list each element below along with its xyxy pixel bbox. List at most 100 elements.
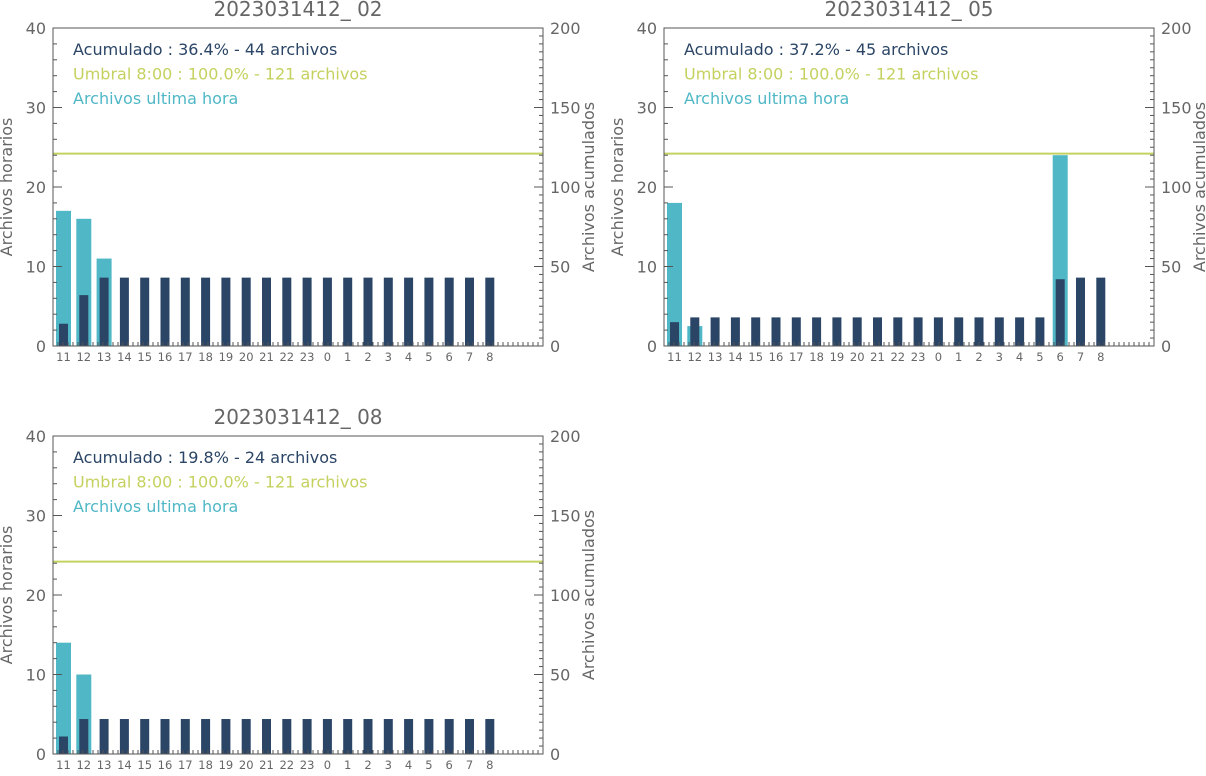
x-tick-label: 12 <box>76 350 91 364</box>
x-tick-label: 18 <box>198 758 213 771</box>
accumulated-bar <box>913 317 923 346</box>
accumulated-bar <box>363 719 373 754</box>
accumulated-bar <box>221 277 231 346</box>
x-tick-label: 5 <box>425 350 432 364</box>
accumulated-bar <box>79 295 89 346</box>
x-tick-label: 13 <box>97 758 112 771</box>
left-tick-label: 30 <box>26 507 46 526</box>
x-tick-label: 20 <box>239 758 254 771</box>
accumulated-bar <box>1035 317 1045 346</box>
right-axis-title: Archivos acumulados <box>579 102 598 272</box>
accumulated-bar <box>302 719 312 754</box>
x-tick-label: 13 <box>708 350 723 364</box>
x-tick-label: 6 <box>1057 350 1064 364</box>
left-axis-title: Archivos horarios <box>608 118 627 257</box>
accumulated-bar <box>485 719 495 754</box>
accumulated-bar <box>99 277 109 346</box>
left-tick-label: 40 <box>26 427 46 446</box>
x-tick-label: 23 <box>911 350 926 364</box>
right-tick-label: 200 <box>1161 19 1192 38</box>
accumulated-bar <box>1076 277 1085 346</box>
accumulated-bar <box>974 317 984 346</box>
chart-title: 2023031412_ 02 <box>213 0 382 21</box>
x-tick-label: 2 <box>364 758 371 771</box>
x-tick-label: 22 <box>890 350 905 364</box>
accumulated-bar <box>343 277 353 346</box>
accumulated-bar <box>160 719 170 754</box>
x-tick-label: 20 <box>239 350 254 364</box>
left-tick-label: 20 <box>26 178 46 197</box>
right-tick-label: 100 <box>550 178 581 197</box>
x-tick-label: 3 <box>385 350 392 364</box>
right-tick-label: 50 <box>550 258 570 277</box>
right-tick-label: 100 <box>550 586 581 605</box>
x-tick-label: 8 <box>486 350 493 364</box>
x-tick-label: 13 <box>97 350 112 364</box>
accumulated-bar <box>59 323 68 346</box>
accumulated-bar <box>791 317 801 346</box>
x-tick-label: 6 <box>446 758 453 771</box>
left-tick-label: 40 <box>26 19 46 38</box>
accumulated-bar <box>832 317 842 346</box>
legend-entry: Archivos ultima hora <box>73 497 238 516</box>
x-tick-label: 2 <box>975 350 982 364</box>
right-tick-label: 150 <box>550 507 581 526</box>
x-tick-label: 18 <box>198 350 213 364</box>
x-tick-label: 3 <box>385 758 392 771</box>
left-tick-label: 30 <box>26 99 46 118</box>
x-tick-label: 12 <box>76 758 91 771</box>
accumulated-bar <box>201 277 211 346</box>
hourly-bar <box>56 210 71 346</box>
left-tick-label: 0 <box>36 337 46 356</box>
legend-entry: Archivos ultima hora <box>684 89 849 108</box>
accumulated-bar <box>751 317 761 346</box>
accumulated-bar <box>201 719 211 754</box>
accumulated-bar <box>363 277 373 346</box>
x-tick-label: 6 <box>446 350 453 364</box>
x-tick-label: 11 <box>56 350 71 364</box>
accumulated-bar <box>893 317 903 346</box>
x-tick-label: 7 <box>466 350 473 364</box>
x-tick-label: 8 <box>1097 350 1104 364</box>
accumulated-bar <box>1055 279 1065 346</box>
accumulated-bar <box>59 736 68 754</box>
accumulated-bar <box>424 277 434 346</box>
x-tick-label: 4 <box>1016 350 1023 364</box>
x-tick-label: 23 <box>300 758 315 771</box>
x-tick-label: 17 <box>178 350 193 364</box>
accumulated-bar <box>221 719 231 754</box>
x-tick-label: 0 <box>324 350 331 364</box>
x-tick-label: 17 <box>789 350 804 364</box>
accumulated-bar <box>180 277 190 346</box>
right-tick-label: 50 <box>1161 258 1181 277</box>
x-tick-label: 2 <box>364 350 371 364</box>
x-tick-label: 1 <box>344 758 351 771</box>
x-tick-label: 15 <box>137 350 152 364</box>
accumulated-bar <box>404 277 414 346</box>
x-tick-label: 8 <box>486 758 493 771</box>
x-tick-label: 1 <box>955 350 962 364</box>
x-tick-label: 23 <box>300 350 315 364</box>
x-tick-label: 5 <box>425 758 432 771</box>
x-tick-label: 7 <box>1077 350 1084 364</box>
x-tick-label: 7 <box>466 758 473 771</box>
x-tick-label: 20 <box>850 350 865 364</box>
accumulated-bar <box>444 277 454 346</box>
accumulated-bar <box>1096 277 1106 346</box>
x-tick-label: 0 <box>935 350 942 364</box>
accumulated-bar <box>241 277 251 346</box>
legend-entry: Acumulado : 36.4% - 44 archivos <box>73 40 337 59</box>
hourly-bar <box>56 642 71 754</box>
accumulated-bar <box>241 719 251 754</box>
x-tick-label: 21 <box>259 758 274 771</box>
accumulated-bar <box>465 277 474 346</box>
legend-entry: Umbral 8:00 : 100.0% - 121 archivos <box>684 65 978 84</box>
left-axis-title: Archivos horarios <box>0 526 16 665</box>
left-tick-label: 0 <box>647 337 657 356</box>
x-tick-label: 11 <box>56 758 71 771</box>
left-tick-label: 20 <box>637 178 657 197</box>
x-tick-label: 17 <box>178 758 193 771</box>
right-tick-label: 0 <box>550 337 560 356</box>
